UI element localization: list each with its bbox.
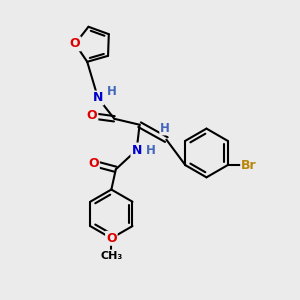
Text: O: O — [87, 109, 98, 122]
Text: Br: Br — [241, 159, 257, 172]
Text: N: N — [131, 143, 142, 157]
Text: CH₃: CH₃ — [100, 250, 122, 260]
Text: H: H — [106, 85, 116, 98]
Text: H: H — [160, 122, 170, 135]
Text: O: O — [70, 37, 80, 50]
Text: H: H — [146, 144, 156, 157]
Text: N: N — [93, 92, 103, 104]
Text: O: O — [106, 232, 117, 245]
Text: O: O — [88, 157, 99, 170]
